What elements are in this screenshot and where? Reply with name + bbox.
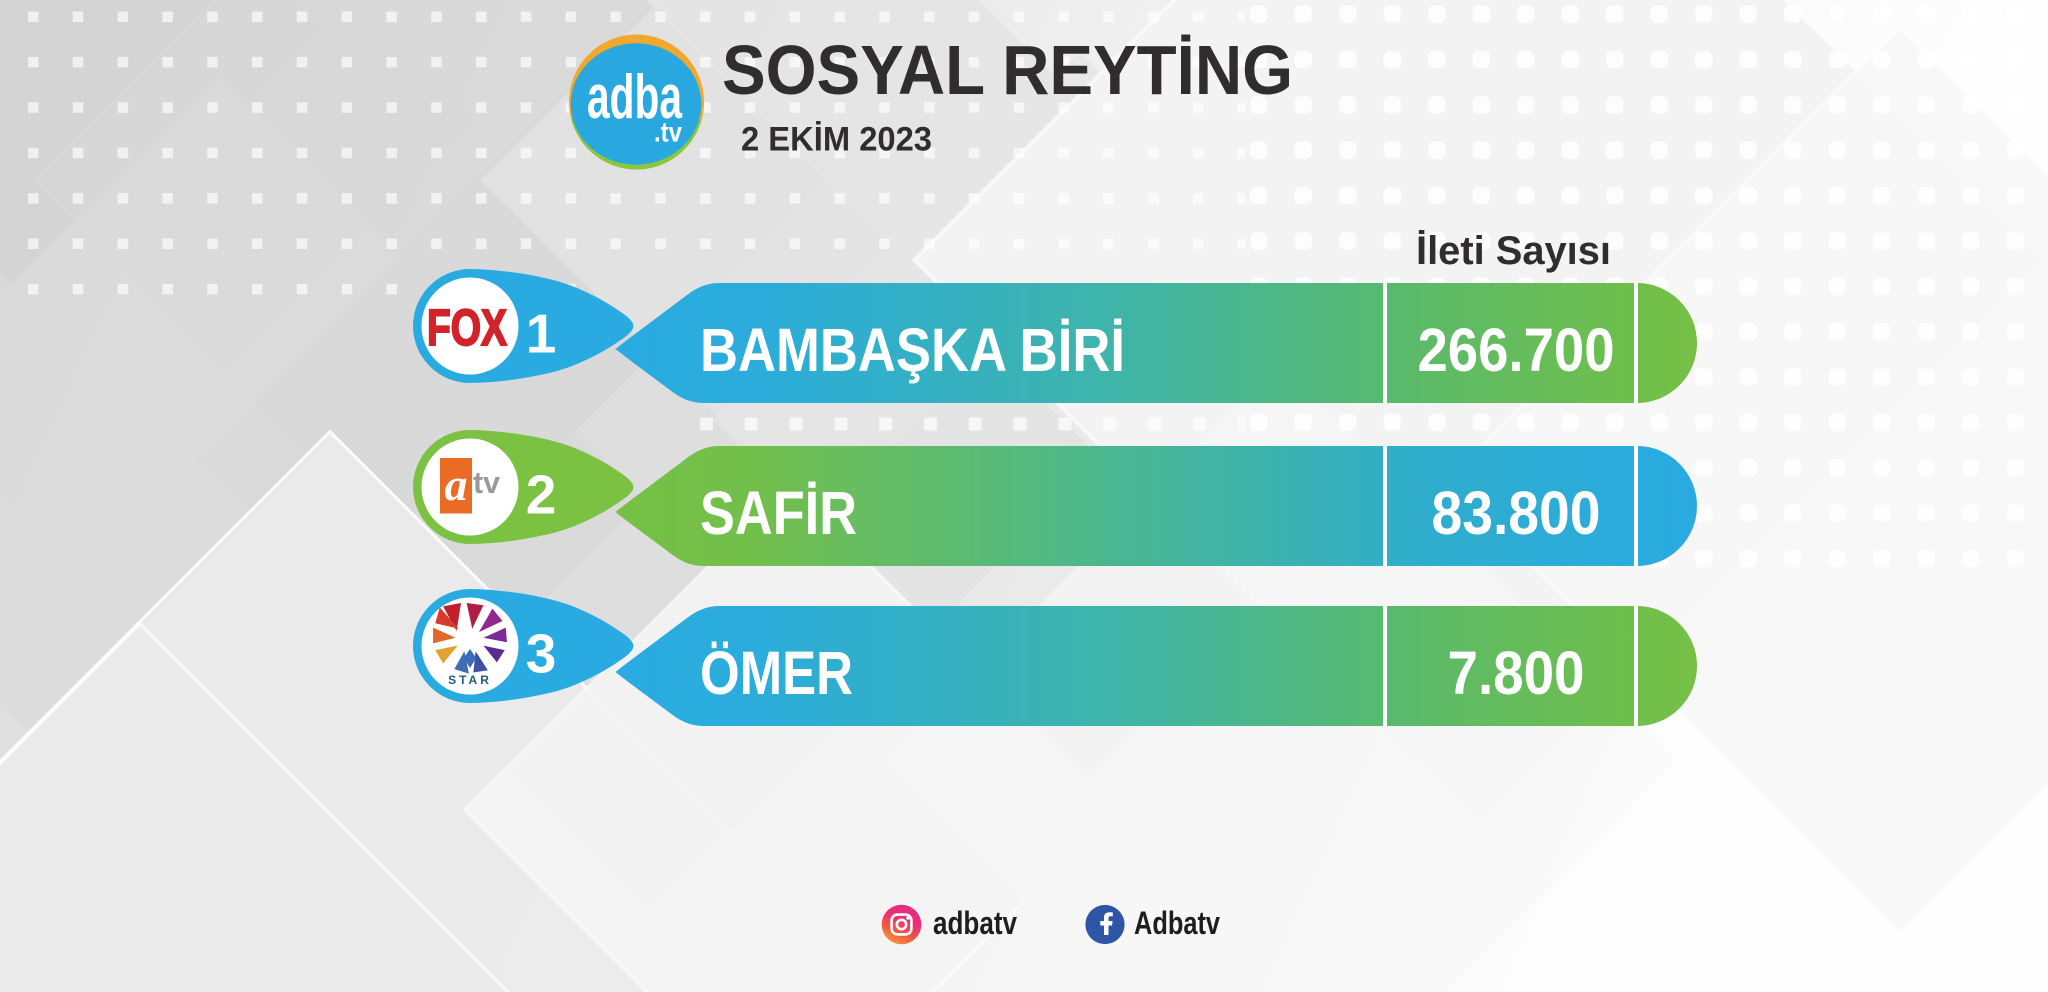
svg-text:SAFİR: SAFİR xyxy=(700,479,857,547)
svg-text:STAR: STAR xyxy=(448,673,492,687)
svg-text:adbatv: adbatv xyxy=(933,905,1017,941)
svg-text:a: a xyxy=(445,459,468,510)
svg-text:ÖMER: ÖMER xyxy=(700,639,853,707)
svg-text:adba: adba xyxy=(587,63,682,132)
svg-text:7.800: 7.800 xyxy=(1448,639,1585,707)
svg-text:83.800: 83.800 xyxy=(1432,479,1601,547)
svg-text:tv: tv xyxy=(473,465,501,500)
svg-text:İleti Sayısı: İleti Sayısı xyxy=(1416,229,1611,273)
svg-text:2 EKİM 2023: 2 EKİM 2023 xyxy=(741,121,932,159)
svg-text:3: 3 xyxy=(526,623,557,685)
svg-text:.tv: .tv xyxy=(654,117,682,148)
svg-text:2: 2 xyxy=(526,464,557,526)
svg-text:1: 1 xyxy=(526,303,557,365)
svg-text:Adbatv: Adbatv xyxy=(1134,905,1220,941)
svg-text:BAMBAŞKA BİRİ: BAMBAŞKA BİRİ xyxy=(700,316,1125,384)
svg-text:SOSYAL REYTİNG: SOSYAL REYTİNG xyxy=(722,31,1293,109)
svg-text:266.700: 266.700 xyxy=(1418,316,1615,384)
svg-text:FOX: FOX xyxy=(427,299,507,356)
